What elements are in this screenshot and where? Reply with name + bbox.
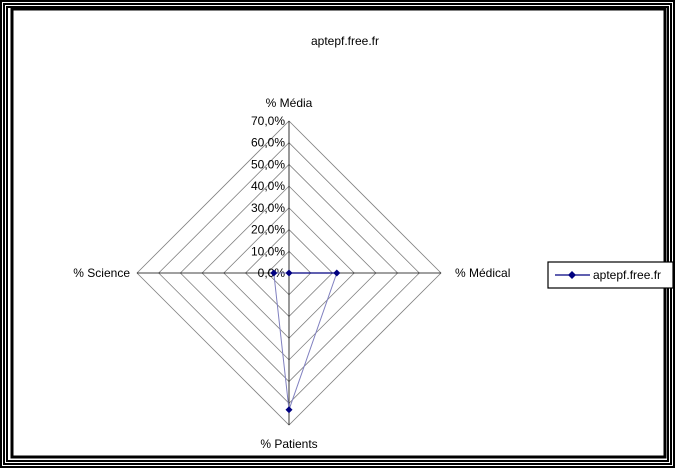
axis-labels: % Média % Médical % Patients % Science (73, 96, 510, 451)
radial-tick-label: 10,0% (251, 244, 285, 258)
data-point-marker (285, 406, 293, 414)
legend-marker-icon (568, 271, 576, 279)
radial-tick-label: 40,0% (251, 179, 285, 193)
legend-entry-label: aptepf.free.fr (593, 268, 661, 282)
radial-tick-label: 20,0% (251, 223, 285, 237)
radial-tick-labels: 0,0%10,0%20,0%30,0%40,0%50,0%60,0%70,0% (251, 114, 285, 280)
data-point-marker (285, 269, 293, 277)
legend: aptepf.free.fr (547, 261, 674, 289)
data-point-marker (270, 269, 278, 277)
radial-tick-label: 30,0% (251, 201, 285, 215)
data-point-marker (333, 269, 341, 277)
radial-tick-label: 70,0% (251, 114, 285, 128)
radial-tick-label: 60,0% (251, 136, 285, 150)
axis-label: % Médical (455, 266, 510, 280)
chart-title: aptepf.free.fr (311, 34, 379, 48)
axis-label: % Patients (260, 437, 317, 451)
series-layer (270, 269, 341, 414)
axis-label: % Média (266, 96, 313, 110)
axis-label: % Science (73, 266, 130, 280)
radial-tick-label: 50,0% (251, 157, 285, 171)
